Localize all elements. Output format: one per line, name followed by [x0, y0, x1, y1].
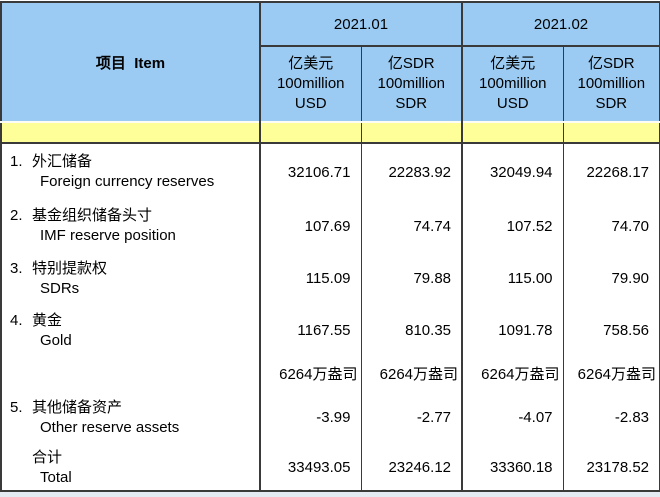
row-label: 合计 Total: [1, 445, 261, 491]
value-cell: 74.74: [361, 200, 464, 252]
value-cell: 6264万盎司: [361, 356, 464, 390]
row-label: 3. 特别提款权 SDRs: [1, 252, 261, 305]
value-cell: 810.35: [361, 305, 464, 356]
row-label-en: Gold: [40, 331, 72, 349]
value-cell: -4.07: [462, 390, 564, 445]
row-number: 5.: [10, 398, 23, 416]
value-cell: 32106.71: [260, 143, 362, 200]
table-row-total: 合计 Total 33493.05 23246.12 33360.18 2317…: [1, 445, 660, 491]
row-number: 1.: [10, 153, 23, 170]
unit-header-usd-jan: 亿美元 100million USD: [260, 46, 362, 122]
unit-line-cn: 亿美元: [288, 55, 334, 72]
value-cell: -3.99: [260, 390, 362, 445]
value-cell: 107.52: [462, 200, 564, 252]
row-number: 3.: [10, 259, 23, 277]
period-header-row: 项目 Item 2021.01 2021.02: [1, 2, 660, 122]
value-cell: 107.69: [260, 200, 362, 252]
row-label: 1. 外汇储备 Foreign currency reserves: [1, 143, 261, 200]
period-header-2021-02: 2021.02: [462, 2, 660, 47]
value-cell: 6264万盎司: [462, 356, 564, 390]
row-label-cn: 其他储备资产: [32, 398, 123, 416]
unit-header-sdr-jan: 亿SDR 100million SDR: [361, 46, 464, 122]
value-cell: 115.00: [462, 252, 564, 305]
value-cell: 22268.17: [586, 163, 650, 181]
unit-line-en2: SDR: [595, 95, 628, 112]
value-cell: 22283.92: [361, 143, 464, 200]
unit-line-en1: 100million: [276, 75, 345, 92]
unit-line-en2: SDR: [395, 95, 428, 112]
row-number: 2.: [10, 207, 23, 224]
table-row-sdrs: 3. 特别提款权 SDRs 115.09 79.88 115.00 79.90: [1, 252, 660, 305]
unit-line-en2: USD: [294, 95, 327, 112]
row-label-en: IMF reserve position: [40, 227, 176, 244]
unit-header-row: 亿美元 100million USD 亿SDR 100million SDR 亿…: [1, 46, 660, 122]
value-cell: 79.88: [361, 252, 464, 305]
row-label-en: Total: [40, 468, 72, 486]
value-cell: 33493.05: [260, 445, 362, 491]
unit-header-sdr-feb: 亿SDR 100million SDR: [563, 46, 660, 122]
row-label-cn: 基金组织储备头寸: [32, 207, 153, 224]
table-row-other-reserve-assets: 5. 其他储备资产 Other reserve assets -3.99 -2.7…: [1, 390, 660, 445]
value-cell: 74.70: [611, 217, 650, 235]
unit-line-cn: 亿SDR: [387, 55, 435, 72]
row-label-cn: 黄金: [32, 311, 63, 329]
row-label-en: Foreign currency reserves: [40, 173, 215, 190]
row-label-cn: 特别提款权: [32, 259, 108, 277]
unit-line-en1: 100million: [377, 75, 446, 92]
row-number: 4.: [10, 311, 23, 329]
value-cell: 79.90: [611, 270, 650, 287]
row-label: 2. 基金组织储备头寸 IMF reserve position: [1, 200, 261, 252]
value-cell: 33360.18: [462, 445, 564, 491]
value-cell: 23246.12: [361, 445, 464, 491]
value-cell: 6264万盎司: [260, 356, 362, 390]
unit-line-en1: 100million: [577, 75, 646, 92]
unit-header-usd-feb: 亿美元 100million USD: [462, 46, 564, 122]
value-cell: 115.09: [260, 252, 362, 305]
table-row-foreign-currency-reserves: 1. 外汇储备 Foreign currency reserves 32106.7…: [1, 143, 660, 200]
row-label: 5. 其他储备资产 Other reserve assets: [1, 390, 261, 445]
table-row-gold-ounces: 6264万盎司 6264万盎司 6264万盎司 6264万盎司: [1, 356, 660, 390]
row-label-en: Other reserve assets: [40, 418, 180, 436]
row-label: 4. 黄金 Gold: [1, 305, 261, 356]
value-cell: -2.77: [361, 390, 464, 445]
row-label-cn: 合计: [32, 448, 63, 466]
unit-line-en2: USD: [496, 95, 529, 112]
value-cell: 32049.94: [462, 143, 564, 200]
yellow-separator-band: [1, 121, 660, 144]
row-label: [1, 356, 261, 390]
period-header-2021-01: 2021.01: [260, 2, 464, 47]
value-cell: -2.83: [614, 409, 650, 426]
unit-line-cn: 亿美元: [490, 55, 536, 72]
item-header-cell: 项目 Item: [1, 2, 261, 122]
row-label-en: SDRs: [40, 279, 80, 297]
table-row-imf-reserve-position: 2. 基金组织储备头寸 IMF reserve position 107.69 7…: [1, 200, 660, 252]
value-cell: 1091.78: [462, 305, 564, 356]
row-label-cn: 外汇储备: [32, 153, 93, 170]
unit-line-cn: 亿SDR: [587, 55, 635, 72]
value-cell: 6264万盎司: [577, 365, 657, 383]
bottom-strip: [0, 492, 660, 497]
value-cell: 1167.55: [260, 305, 362, 356]
value-cell: 23178.52: [586, 459, 650, 476]
value-cell: 758.56: [603, 322, 650, 339]
unit-line-en1: 100million: [478, 75, 547, 92]
table-row-gold: 4. 黄金 Gold 1167.55 810.35 1091.78 758.56: [1, 305, 660, 356]
